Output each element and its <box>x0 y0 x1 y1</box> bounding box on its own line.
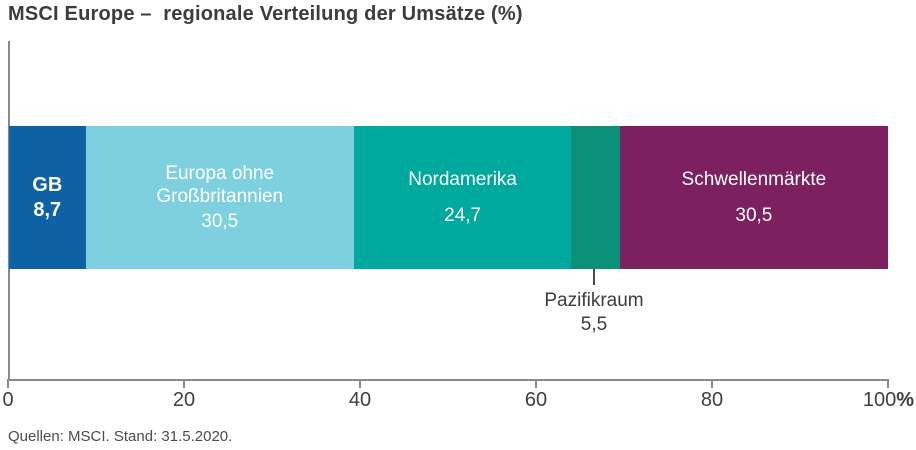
x-axis-tick <box>535 379 537 388</box>
segment-value: 30,5 <box>735 205 773 226</box>
pazifikraum-label-text: Pazifikraum <box>544 290 644 311</box>
bar-segment-europa-ohne-gb: Europa ohne Großbritannien 30,5 <box>85 126 354 269</box>
percent-suffix: % <box>896 389 914 411</box>
segment-label: Nordamerika <box>408 169 517 190</box>
chart-title: MSCI Europe – regionale Verteilung der U… <box>8 3 523 25</box>
stacked-bar: GB 8,7 Europa ohne Großbritannien 30,5 N… <box>9 126 889 269</box>
bar-segment-nordamerika: Nordamerika 24,7 <box>353 126 572 269</box>
x-axis-tick-label: 40 <box>348 389 372 411</box>
segment-label: Europa ohne Großbritannien <box>156 163 284 207</box>
x-axis-tick <box>887 379 889 388</box>
pazifikraum-label-value: 5,5 <box>580 314 608 335</box>
segment-value: 30,5 <box>201 211 239 232</box>
bar-segment-pazifikraum <box>571 126 620 269</box>
x-axis-tick <box>7 379 9 388</box>
x-axis-line <box>8 379 889 381</box>
x-axis-tick-label-100: 100% <box>863 389 914 412</box>
x-axis-tick-label-100-number: 100 <box>862 389 897 411</box>
segment-value: 24,7 <box>444 205 482 226</box>
segment-label: GB <box>32 173 63 196</box>
x-axis-tick-label: 0 <box>2 389 14 411</box>
bar-segment-schwellenmaerkte: Schwellenmärkte 30,5 <box>619 126 889 269</box>
x-axis-tick-label: 60 <box>524 389 548 411</box>
segment-value: 8,7 <box>33 198 62 221</box>
x-axis-tick <box>711 379 713 388</box>
x-axis-tick <box>183 379 185 388</box>
pazifikraum-label: Pazifikraum 5,5 <box>514 289 674 337</box>
x-axis: 0 20 40 60 80 100% <box>2 379 914 419</box>
pazifikraum-callout-line <box>593 269 595 285</box>
x-axis-tick <box>359 379 361 388</box>
x-axis-tick-label: 80 <box>700 389 724 411</box>
source-note: Quellen: MSCI. Stand: 31.5.2020. <box>8 428 233 445</box>
bar-segment-gb: GB 8,7 <box>9 126 86 269</box>
x-axis-tick-label: 20 <box>172 389 196 411</box>
segment-label: Schwellenmärkte <box>681 169 827 190</box>
